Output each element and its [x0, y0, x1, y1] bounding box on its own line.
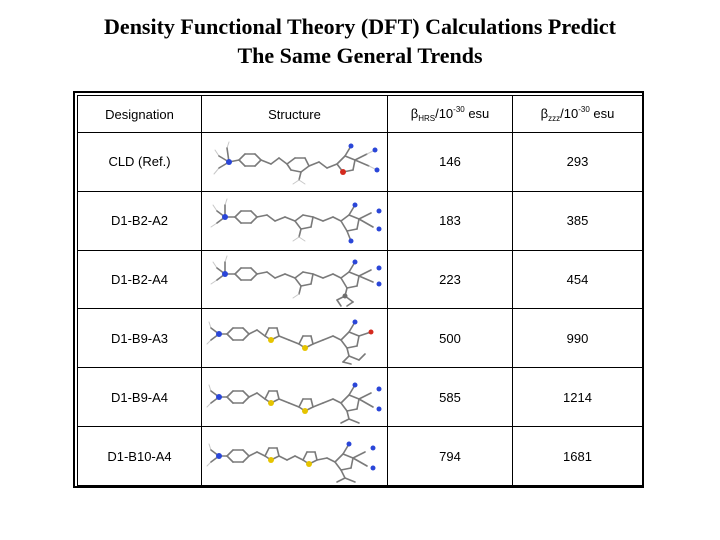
beta-hrs-cell: 794	[387, 426, 513, 486]
beta-zzz-cell: 385	[512, 190, 643, 251]
results-table: Designation Structure βHRS/10-30 esu βzz…	[77, 95, 643, 486]
beta-hrs-cell: 585	[387, 367, 513, 428]
beta-zzz-cell: 293	[512, 132, 643, 192]
table-row: CLD (Ref.)	[77, 132, 643, 192]
structure-cell	[201, 426, 388, 486]
beta-zzz-unit: /10	[560, 106, 579, 121]
beta-hrs-sub: HRS	[418, 114, 436, 123]
structure-cell	[201, 308, 388, 369]
beta-zzz-esu: esu	[589, 106, 615, 121]
results-table-frame: Designation Structure βHRS/10-30 esu βzz…	[73, 91, 644, 488]
beta-hrs-cell: 146	[387, 132, 513, 192]
structure-cell	[201, 190, 388, 251]
beta-zzz-cell: 990	[512, 308, 643, 369]
d1-b2-a4-molecule-icon	[210, 255, 381, 307]
structure-cell	[201, 249, 388, 310]
header-structure: Structure	[201, 95, 388, 133]
structure-cell	[201, 132, 388, 192]
beta-hrs-esu: esu	[464, 106, 490, 121]
d1-b9-a3-molecule-icon	[206, 319, 373, 366]
designation-cell: D1-B9-A3	[77, 308, 202, 369]
beta-hrs-cell: 183	[387, 190, 513, 251]
d1-b2-a2-molecule-icon	[210, 198, 381, 244]
beta-zzz-cell: 1681	[512, 426, 643, 486]
header-designation: Designation	[77, 95, 202, 133]
table-row: D1-B9-A4	[77, 367, 643, 428]
designation-cell: CLD (Ref.)	[77, 132, 202, 192]
d1-b9-a4-molecule-icon	[206, 382, 381, 425]
table-row: D1-B10-A4	[77, 426, 643, 486]
beta-hrs-symbol: β	[410, 106, 419, 121]
designation-cell: D1-B2-A2	[77, 190, 202, 251]
cld-molecule-icon	[213, 141, 379, 185]
beta-hrs-cell: 223	[387, 249, 513, 310]
beta-zzz-cell: 1214	[512, 367, 643, 428]
designation-cell: D1-B2-A4	[77, 249, 202, 310]
beta-zzz-exp: -30	[578, 105, 590, 114]
beta-hrs-exp: -30	[453, 105, 465, 114]
beta-zzz-cell: 454	[512, 249, 643, 310]
designation-cell: D1-B10-A4	[77, 426, 202, 486]
beta-hrs-unit: /10	[435, 106, 454, 121]
table-row: D1-B9-A3	[77, 308, 643, 369]
table-row: D1-B2-A2	[77, 190, 643, 251]
beta-zzz-sub: zzz	[548, 114, 561, 123]
page-title: Density Functional Theory (DFT) Calculat…	[0, 12, 720, 70]
header-beta-zzz: βzzz/10-30 esu	[512, 95, 643, 133]
title-line-1: Density Functional Theory (DFT) Calculat…	[104, 14, 616, 39]
d1-b10-a4-molecule-icon	[206, 441, 375, 483]
title-line-2: The Same General Trends	[237, 43, 483, 68]
header-beta-hrs: βHRS/10-30 esu	[387, 95, 513, 133]
beta-zzz-symbol: β	[540, 106, 549, 121]
structure-cell	[201, 367, 388, 428]
designation-cell: D1-B9-A4	[77, 367, 202, 428]
table-row: D1-B2-A4	[77, 249, 643, 310]
beta-hrs-cell: 500	[387, 308, 513, 369]
table-header-row: Designation Structure βHRS/10-30 esu βzz…	[77, 95, 643, 133]
